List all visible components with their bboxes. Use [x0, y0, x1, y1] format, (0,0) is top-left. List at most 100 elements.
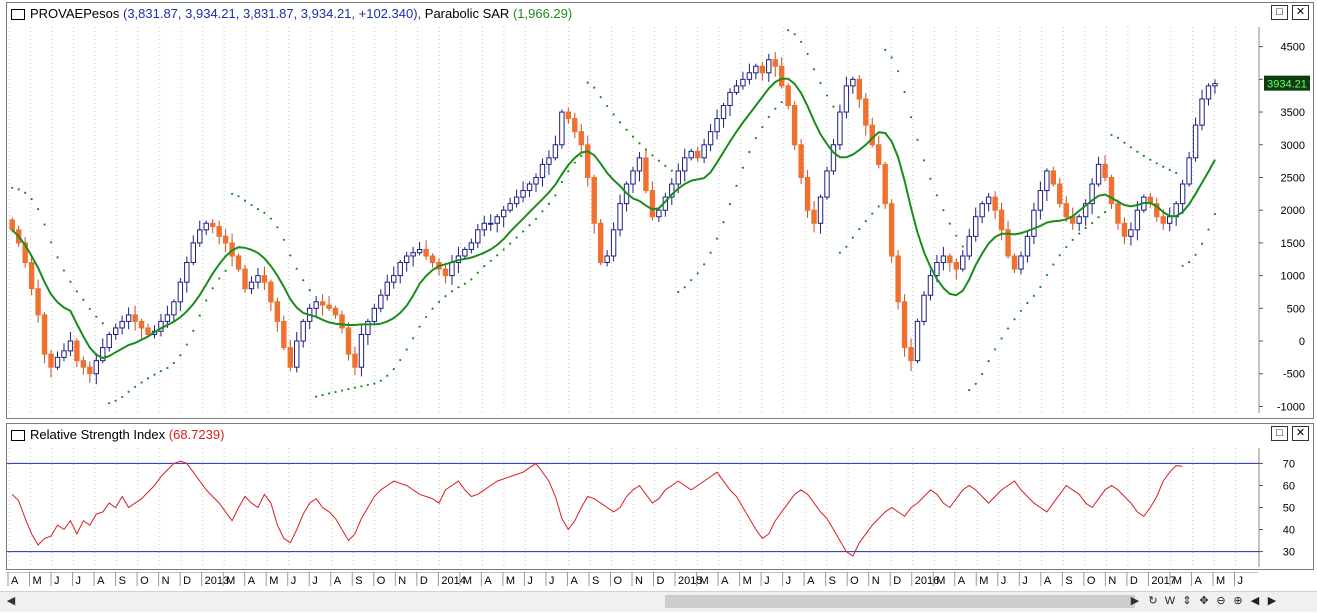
price-panel[interactable]: PROVAEPesos (3,831.87, 3,934.21, 3,831.8… [6, 2, 1314, 419]
time-tick-label: J [76, 575, 82, 587]
indicator-value: (1,966.29) [512, 6, 573, 21]
up-candle [391, 275, 397, 283]
up-candle [960, 255, 966, 270]
sar-dot [1039, 285, 1042, 289]
sar-dot [935, 194, 939, 197]
close-button[interactable]: ✕ [1292, 5, 1309, 20]
down-candle [791, 105, 798, 146]
sar-dot [948, 222, 951, 225]
up-candle [300, 320, 306, 342]
sar-dot [198, 314, 201, 317]
scroll-right-icon[interactable]: ▶ [1130, 595, 1140, 607]
toolbar-week-icon[interactable]: W [1164, 595, 1176, 607]
toolbar-undo-icon[interactable]: ↻ [1148, 595, 1158, 607]
time-tick-label: A [807, 575, 815, 587]
maximize-button[interactable]: □ [1271, 5, 1288, 20]
sar-dot [1213, 212, 1217, 216]
time-tick-label: J [291, 575, 297, 587]
last-price-box [1264, 75, 1310, 91]
sar-dot [955, 234, 958, 237]
rsi-tick-label: 40 [1283, 525, 1295, 537]
sar-dot [179, 354, 182, 357]
sar-dot [1207, 228, 1210, 231]
time-tick-label: M [1216, 575, 1225, 587]
toolbar-move-icon[interactable]: ✥ [1199, 595, 1209, 607]
up-candle [190, 242, 196, 264]
up-candle [940, 255, 947, 264]
down-candle [785, 85, 791, 107]
down-candle [804, 176, 811, 211]
scroll-end-icon[interactable]: ▶ [1267, 595, 1277, 607]
time-tick-label: S [119, 575, 126, 587]
down-candle [332, 307, 339, 316]
sar-dot [412, 337, 415, 340]
up-candle [610, 229, 617, 257]
time-tick-label: J [549, 575, 555, 587]
up-candle [552, 144, 559, 159]
down-candle [779, 65, 785, 87]
sar-dot [211, 287, 214, 290]
down-candle [138, 320, 145, 329]
down-candle [222, 235, 229, 244]
rsi-panel[interactable]: Relative Strength Index (68.7239) □ ✕ 70… [6, 423, 1314, 570]
up-candle [125, 314, 132, 322]
down-candle [287, 347, 293, 368]
up-candle [164, 314, 171, 322]
sar-dot [741, 166, 745, 169]
time-tick-label: A [1044, 575, 1052, 587]
sar-dot [567, 170, 570, 173]
sar-dot [916, 138, 919, 142]
up-candle [513, 196, 520, 205]
rsi-chart[interactable]: 70 60 50 40 30 [7, 424, 1313, 569]
up-candle [313, 301, 319, 309]
sar-dot [819, 81, 822, 85]
sar-dot [114, 399, 117, 402]
scrollbar-thumb[interactable] [665, 595, 1135, 608]
sar-dot [11, 186, 14, 189]
sar-dot [593, 86, 596, 89]
sar-dot [256, 207, 260, 211]
rsi-value: (68.7239) [168, 427, 225, 442]
maximize-button[interactable]: □ [1271, 426, 1288, 441]
time-tick-label: M [1173, 575, 1182, 587]
sar-dot [1149, 158, 1152, 161]
rsi-tick-label: 60 [1283, 480, 1295, 492]
toolbar-vertical-zoom-icon[interactable]: ⇕ [1182, 595, 1192, 607]
scroll-start-icon[interactable]: ◀ [1250, 595, 1260, 607]
sar-dot [580, 154, 583, 157]
sar-dot [761, 125, 764, 129]
sar-dot [379, 379, 382, 382]
up-candle [617, 203, 623, 231]
rsi-tick-label: 50 [1283, 503, 1295, 515]
zoom-out-icon[interactable]: ⊖ [1216, 595, 1226, 607]
price-chart[interactable]: 450040003500300025002000150010005000-500… [7, 3, 1313, 418]
scroll-left-icon[interactable]: ◀ [6, 595, 16, 607]
sar-dot [172, 361, 175, 365]
time-tick-label: N [398, 575, 406, 587]
down-candle [35, 288, 41, 316]
sar-dot [787, 29, 790, 32]
zoom-in-icon[interactable]: ⊕ [1233, 595, 1243, 607]
sar-dot [780, 101, 783, 104]
down-candle [1102, 163, 1108, 178]
time-tick-label: J [786, 575, 792, 587]
sar-dot [327, 392, 331, 395]
sar-dot [897, 70, 900, 73]
down-candle [429, 255, 436, 264]
symbol-name: PROVAEPesos [30, 6, 120, 21]
down-candle [235, 255, 242, 270]
down-candle [798, 144, 804, 178]
down-candle [888, 203, 895, 257]
sar-dot [166, 366, 169, 370]
up-candle [979, 203, 985, 218]
down-candle [597, 222, 604, 264]
sar-dot [108, 402, 111, 405]
close-button[interactable]: ✕ [1292, 426, 1309, 441]
sar-dot [1194, 253, 1197, 256]
sar-dot [994, 348, 997, 351]
time-tick-label: J [54, 575, 60, 587]
sar-dot [541, 210, 544, 213]
horizontal-scrollbar[interactable]: ◀ ▶ ↻ W ⇕ ✥ ⊖ ⊕ ◀ ▶ [0, 591, 1317, 612]
down-candle [1005, 229, 1011, 257]
price-tick-label: 4500 [1281, 42, 1305, 54]
